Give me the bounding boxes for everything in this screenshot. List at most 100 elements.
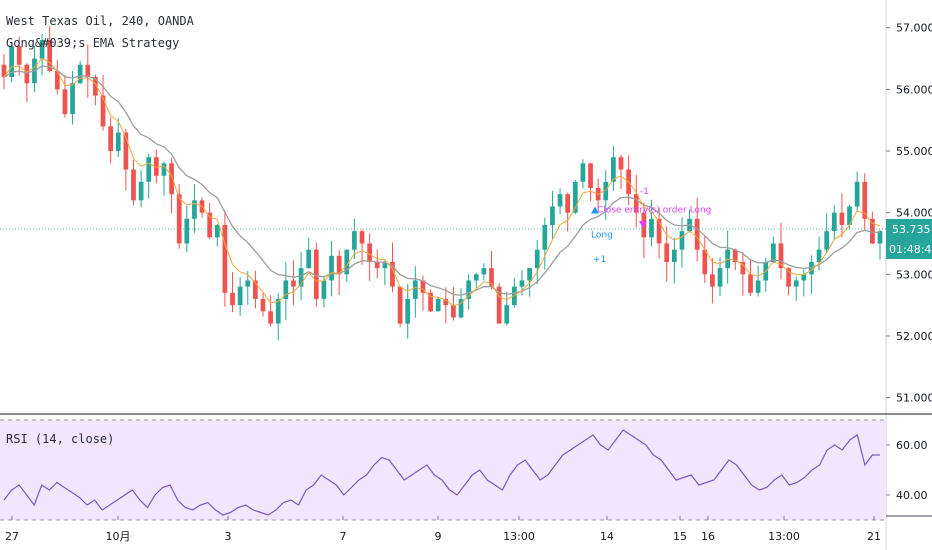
candle-up [877,231,883,244]
price-tick-label: 54.000 [896,207,932,220]
candle-up [458,298,464,318]
candle-down [740,261,746,275]
candle-up [283,280,289,299]
candle-up [542,224,548,250]
candle-down [24,64,30,84]
time-tick-label: 9 [435,530,442,543]
rsi-pane[interactable] [0,419,886,521]
price-axis[interactable]: 57.000 56.000 55.000 54.000 53.000 52.000 51.0… [886,22,932,502]
candle-up [481,268,487,275]
candle-up [344,249,350,275]
price-tick-label: 53.000 [896,268,932,281]
candle-up [298,268,304,287]
candle-up [237,286,243,306]
candle-down [359,231,365,244]
rsi-band [0,420,886,520]
candle-down [16,46,22,65]
candle-down [222,224,228,293]
candle-down [451,305,456,318]
candle-down [367,243,372,262]
candle-down [313,249,319,299]
candles [1,25,883,341]
candle-up [192,200,197,219]
price-tick-label: 56.000 [896,83,932,96]
candle-up [352,231,357,250]
candle-up [847,206,852,225]
candle-down [93,77,98,96]
candle-down [390,261,395,287]
candle-up [70,83,75,115]
candle-up [519,280,525,287]
candle-down [336,255,342,275]
rsi-tick-label: 60.00 [896,439,928,452]
candle-down [47,40,53,71]
candle-up [572,181,578,213]
candle-down [176,194,182,244]
candle-up [473,274,479,281]
ema-slow-line [3,65,881,296]
candle-up [9,46,14,78]
candle-down [397,286,403,324]
candle-down [778,243,784,269]
price-tick-label: 52.000 [896,330,932,343]
candle-up [611,157,616,182]
close-entry-qty: -1 [640,187,649,197]
candle-down [633,194,639,213]
candle-up [39,40,45,59]
time-tick-label: 21 [867,530,881,543]
candle-down [1,64,7,78]
candle-up [382,261,388,269]
candle-down [260,298,266,312]
candle-up [214,224,220,238]
candle-down [100,95,106,127]
ema-fast-line [3,57,881,307]
candle-up [671,249,677,262]
time-tick-label: 15 [673,530,687,543]
candle-down [496,286,502,324]
price-tick-label: 57.000 [896,22,932,35]
candle-up [550,206,555,225]
candle-down [664,243,670,262]
candle-up [146,157,152,182]
last-price-value: 53.735 [892,223,931,236]
candle-up [831,212,837,232]
candle-up [504,305,510,324]
candle-down [710,274,715,287]
chart-title: West Texas Oil, 240, OANDA [6,14,194,28]
candle-up [809,261,814,275]
candle-down [489,268,494,287]
candle-up [580,163,586,182]
close-entry-arrow-icon [639,221,647,229]
long-entry-qty: +1 [593,255,606,265]
rsi-label: RSI (14, close) [6,432,115,446]
candle-up [679,231,685,250]
candle-down [588,163,593,189]
candle-down [268,311,273,324]
candle-down [169,163,174,195]
candle-up [801,274,807,281]
time-axis[interactable]: 27 10月 3 7 9 13:00 14 15 16 13:00 21 [5,516,881,543]
candle-down [153,157,159,176]
candle-up [717,268,723,287]
close-entry-label: Close entry(s) order Long [597,206,711,216]
candle-down [748,274,753,293]
candle-up [161,163,167,176]
candle-down [207,212,213,238]
candle-down [870,218,875,244]
candle-up [793,280,799,287]
candle-up [184,218,190,244]
time-tick-label: 7 [340,530,347,543]
candle-up [770,243,776,262]
last-price-badge [886,218,932,259]
candle-up [854,181,860,207]
candle-down [839,212,845,225]
candle-up [824,231,830,250]
candle-up [329,255,334,281]
candle-up [412,280,418,299]
candle-down [428,292,433,312]
candle-up [138,181,144,201]
candle-down [123,132,129,170]
candle-up [649,218,654,238]
